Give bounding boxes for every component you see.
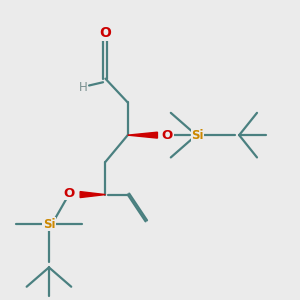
Text: H: H	[79, 81, 88, 94]
Text: Si: Si	[191, 129, 204, 142]
Polygon shape	[128, 132, 158, 138]
Text: Si: Si	[43, 218, 55, 231]
Polygon shape	[80, 192, 105, 198]
Text: O: O	[64, 187, 75, 200]
Text: O: O	[162, 129, 173, 142]
Text: O: O	[100, 26, 111, 40]
